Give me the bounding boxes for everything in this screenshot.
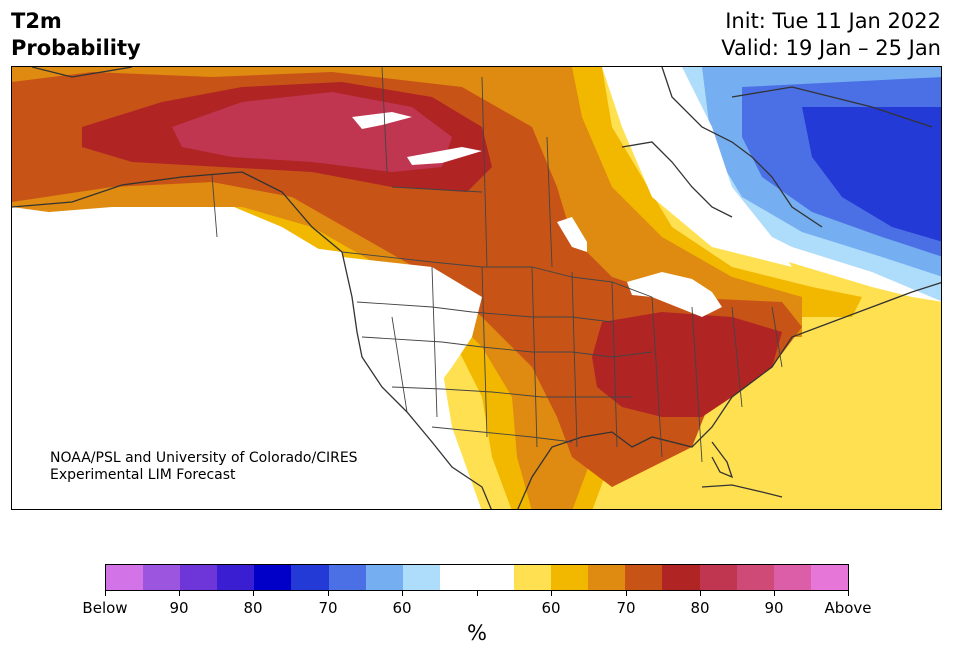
colorbar-segment	[699, 565, 737, 590]
colorbar-segment	[254, 565, 292, 590]
colorbar-unit: %	[467, 621, 487, 645]
title-line-variable: T2m	[11, 9, 62, 33]
colorbar-segment	[514, 565, 552, 590]
colorbar-label-below-90: 90	[169, 599, 189, 617]
colorbar-segment	[551, 565, 589, 590]
colorbar-segment	[625, 565, 663, 590]
map-panel: NOAA/PSL and University of Colorado/CIRE…	[11, 66, 942, 510]
colorbar-label-below-70: 70	[318, 599, 338, 617]
colorbar-segment	[365, 565, 403, 590]
colorbar-tick	[179, 591, 180, 596]
colorbar-label-above-60: 60	[541, 599, 561, 617]
colorbar-segment	[106, 565, 144, 590]
forecast-map	[12, 67, 941, 509]
colorbar-tick	[253, 591, 254, 596]
colorbar-tick	[626, 591, 627, 596]
colorbar-tick	[700, 591, 701, 596]
coastlines	[12, 67, 941, 509]
colorbar-tick	[477, 591, 478, 596]
forecast-dates: Init: Tue 11 Jan 2022 Valid: 19 Jan – 25…	[721, 8, 941, 62]
init-date: Init: Tue 11 Jan 2022	[725, 9, 941, 33]
lake-winnipeg	[557, 217, 587, 252]
colorbar-segment	[810, 565, 848, 590]
colorbar-label-below: Below	[82, 599, 128, 617]
great-lakes	[627, 272, 722, 317]
colorbar-segment	[736, 565, 774, 590]
title-line-type: Probability	[11, 36, 141, 60]
colorbar-label-above-90: 90	[764, 599, 784, 617]
colorbar-segment	[402, 565, 440, 590]
colorbar-tick	[848, 591, 849, 596]
map-title: T2m Probability	[11, 8, 141, 62]
colorbar-tick	[402, 591, 403, 596]
band-above-90	[172, 92, 452, 172]
colorbar-label-above: Above	[824, 599, 872, 617]
valid-date: Valid: 19 Jan – 25 Jan	[721, 36, 941, 60]
neutral-area-northeast	[602, 67, 792, 267]
colorbar-segment	[180, 565, 218, 590]
credit-line-1: NOAA/PSL and University of Colorado/CIRE…	[50, 450, 358, 466]
probability-colorbar	[105, 564, 849, 591]
band-above-80-southeast	[592, 312, 782, 417]
colorbar-label-above-80: 80	[690, 599, 710, 617]
colorbar-tick	[774, 591, 775, 596]
map-credit: NOAA/PSL and University of Colorado/CIRE…	[50, 450, 358, 484]
colorbar-segment	[439, 565, 477, 590]
great-slave-lake	[407, 147, 482, 165]
band-below-90	[802, 107, 941, 242]
colorbar-tick	[551, 591, 552, 596]
colorbar-label-above-70: 70	[616, 599, 636, 617]
credit-line-2: Experimental LIM Forecast	[50, 467, 236, 483]
colorbar-segment	[291, 565, 329, 590]
colorbar-tick	[105, 591, 106, 596]
colorbar-segment	[328, 565, 366, 590]
colorbar-segment	[662, 565, 700, 590]
colorbar-label-below-80: 80	[243, 599, 263, 617]
colorbar-segment	[217, 565, 255, 590]
colorbar-segment	[143, 565, 181, 590]
colorbar-tick	[328, 591, 329, 596]
colorbar-segment	[773, 565, 811, 590]
colorbar-label-below-60: 60	[392, 599, 412, 617]
colorbar-segment	[588, 565, 626, 590]
political-borders	[211, 67, 783, 463]
great-bear-lake	[352, 112, 412, 129]
colorbar-segment	[476, 565, 515, 590]
